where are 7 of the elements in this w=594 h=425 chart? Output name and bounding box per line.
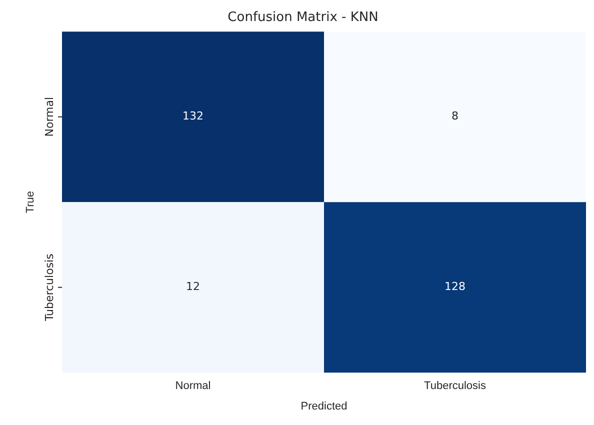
x-axis-title: Predicted <box>300 400 348 412</box>
data-label: 12 <box>186 280 200 294</box>
data-label: 132 <box>182 110 204 123</box>
data-label: 128 <box>444 280 466 294</box>
chart-title: Confusion Matrix - KNN <box>228 10 378 26</box>
data-label: 8 <box>452 110 458 123</box>
y-axis-title: True <box>24 190 37 214</box>
